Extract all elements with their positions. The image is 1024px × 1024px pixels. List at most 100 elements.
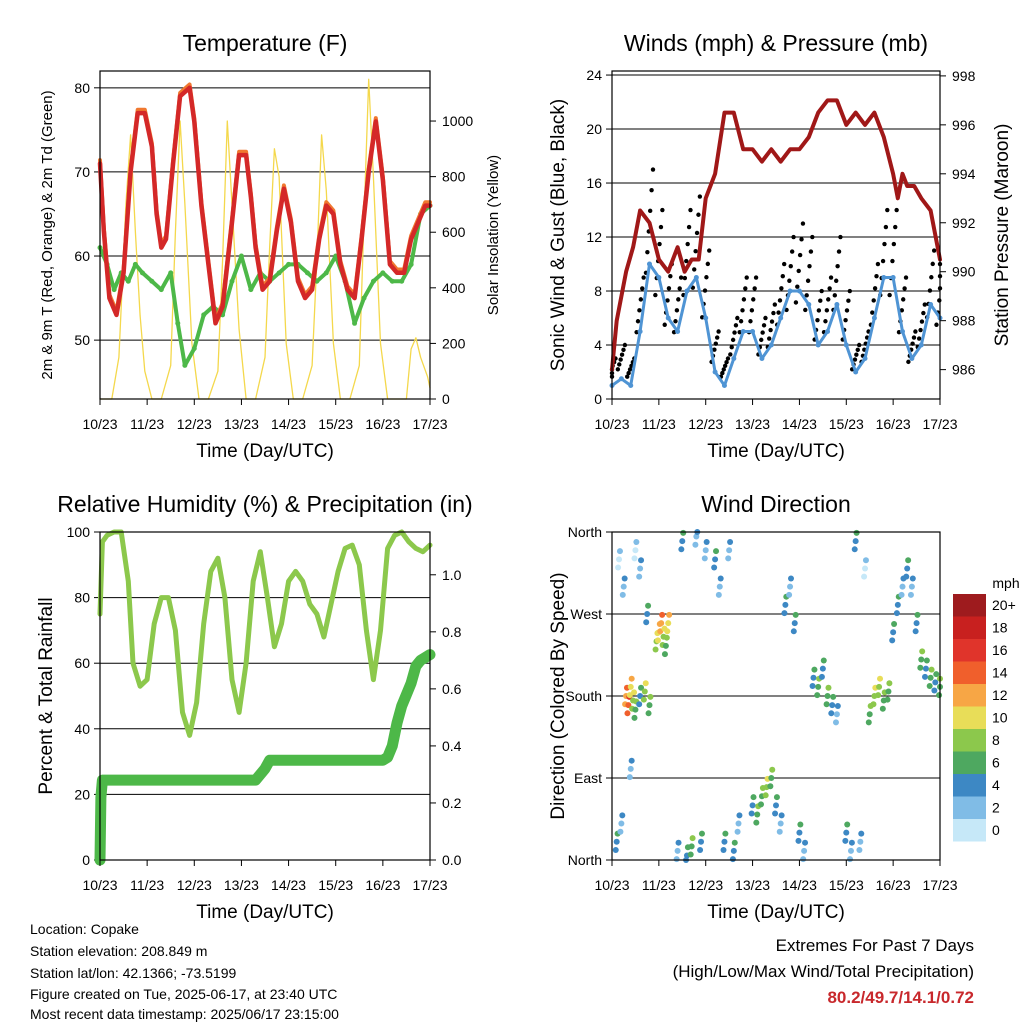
direction-point bbox=[802, 839, 809, 846]
gust-point bbox=[738, 319, 744, 324]
direction-point bbox=[619, 812, 626, 819]
direction-point bbox=[628, 675, 635, 682]
direction-point bbox=[735, 820, 742, 827]
direction-point bbox=[909, 575, 916, 582]
gust-point bbox=[627, 367, 633, 372]
gust-point bbox=[772, 302, 778, 307]
chart-title: Wind Direction bbox=[701, 491, 851, 517]
gust-point bbox=[929, 275, 934, 280]
gust-point bbox=[776, 310, 781, 315]
dewpoint-point bbox=[323, 270, 329, 276]
wind-point bbox=[778, 315, 784, 321]
x-axis-label: Time (Day/UTC) bbox=[196, 441, 334, 462]
direction-point bbox=[613, 838, 620, 845]
legend-swatch bbox=[953, 729, 986, 752]
direction-point bbox=[621, 575, 628, 582]
direction-point bbox=[644, 611, 651, 617]
direction-point bbox=[810, 674, 817, 681]
direction-point bbox=[666, 611, 673, 618]
extremes-heading: Extremes For Past 7 Days bbox=[775, 936, 974, 955]
gust-point bbox=[789, 249, 795, 254]
gust-point bbox=[852, 357, 858, 362]
direction-point bbox=[712, 556, 719, 563]
direction-point bbox=[778, 812, 785, 819]
wind-point bbox=[900, 329, 906, 335]
gust-point bbox=[662, 322, 667, 327]
direction-point bbox=[758, 801, 765, 808]
gust-point bbox=[721, 367, 726, 372]
gust-point bbox=[779, 286, 784, 291]
dewpoint-point bbox=[149, 278, 155, 284]
y-tick-label: 80 bbox=[74, 590, 90, 606]
x-axis-label: Time (Day/UTC) bbox=[707, 441, 845, 462]
x-tick-label: 15/23 bbox=[829, 877, 864, 893]
direction-point bbox=[917, 664, 924, 671]
direction-point bbox=[716, 583, 723, 590]
legend-swatch bbox=[953, 774, 986, 797]
wind-point bbox=[618, 376, 624, 382]
gust-point bbox=[910, 341, 915, 346]
gust-point bbox=[788, 263, 793, 269]
gust-point bbox=[665, 298, 670, 303]
direction-point bbox=[833, 711, 840, 718]
direction-point bbox=[762, 792, 769, 799]
direction-point bbox=[898, 591, 905, 598]
gust-point bbox=[763, 315, 768, 321]
direction-point bbox=[750, 794, 757, 801]
dewpoint-point bbox=[158, 287, 164, 293]
footer-elevation: Station elevation: 208.849 m bbox=[30, 943, 208, 959]
gust-point bbox=[847, 288, 852, 294]
x-tick-label: 15/23 bbox=[318, 416, 353, 432]
wind-point bbox=[796, 288, 802, 294]
direction-point bbox=[731, 839, 738, 846]
gust-point bbox=[885, 207, 890, 213]
dewpoint-point bbox=[276, 270, 282, 276]
direction-point bbox=[818, 673, 825, 680]
legend-label: 2 bbox=[992, 800, 1000, 816]
direction-point bbox=[628, 757, 635, 764]
series-rh-line bbox=[97, 529, 433, 738]
legend-swatch bbox=[953, 751, 986, 774]
gust-point bbox=[854, 352, 859, 357]
direction-point bbox=[825, 684, 832, 691]
x-tick-label: 14/23 bbox=[271, 877, 306, 893]
gust-point bbox=[828, 275, 834, 280]
direction-point bbox=[862, 557, 869, 564]
y2-tick-label: 0.2 bbox=[442, 795, 462, 811]
gust-point bbox=[767, 336, 772, 341]
chart-title: Winds (mph) & Pressure (mb) bbox=[624, 30, 928, 56]
direction-point bbox=[851, 546, 858, 553]
direction-point bbox=[847, 847, 854, 854]
direction-point bbox=[675, 839, 682, 846]
x-axis-label: Time (Day/UTC) bbox=[196, 902, 334, 923]
direction-point bbox=[638, 557, 645, 564]
y-tick-label: West bbox=[570, 606, 602, 622]
gust-point bbox=[761, 323, 767, 328]
x-tick-label: 15/23 bbox=[318, 877, 353, 893]
direction-point bbox=[640, 696, 647, 703]
legend-label: 16 bbox=[992, 642, 1008, 658]
direction-point bbox=[664, 628, 671, 635]
series-precip-line bbox=[94, 649, 436, 866]
legend-label: 4 bbox=[992, 777, 1000, 793]
direction-point bbox=[725, 555, 732, 562]
gust-point bbox=[807, 263, 812, 269]
direction-point bbox=[894, 601, 901, 608]
gust-point bbox=[927, 288, 933, 293]
gust-point bbox=[647, 208, 653, 214]
gust-point bbox=[769, 319, 775, 324]
gust-point bbox=[668, 273, 673, 279]
series-solar-line bbox=[99, 78, 431, 400]
direction-point bbox=[847, 856, 854, 863]
gust-point bbox=[673, 319, 678, 324]
direction-point bbox=[885, 688, 892, 695]
gust-point bbox=[744, 275, 749, 280]
direction-point bbox=[722, 830, 729, 837]
gust-point bbox=[666, 286, 672, 291]
extremes-values: 80.2/49.7/14.1/0.72 bbox=[827, 988, 974, 1007]
direction-point bbox=[795, 837, 802, 844]
direction-point bbox=[903, 573, 910, 580]
direction-point bbox=[879, 705, 886, 712]
legend-label: 20+ bbox=[992, 597, 1016, 613]
